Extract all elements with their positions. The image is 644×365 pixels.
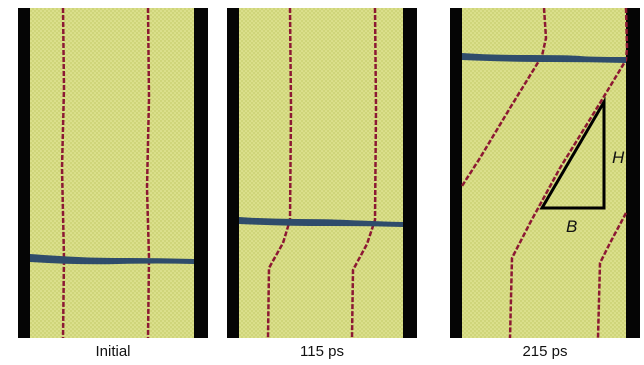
crystal-region — [30, 8, 194, 338]
simulation-snapshot-215ps: H B — [450, 8, 640, 338]
dislocation-line-left — [266, 8, 293, 338]
simulation-snapshot-115ps — [227, 8, 417, 338]
caption-initial: Initial — [95, 343, 131, 360]
dislocation-line-right — [350, 8, 378, 338]
boundary-band — [462, 53, 626, 63]
base-label: B — [566, 217, 577, 236]
panel-215ps: H B — [450, 8, 640, 338]
caption-115ps: 115 ps — [300, 343, 344, 360]
shear-triangle — [539, 96, 606, 210]
boundary-band — [239, 217, 403, 227]
height-label: H — [612, 148, 625, 167]
boundary-band — [30, 254, 194, 265]
dislocation-line-right-lower — [596, 212, 628, 338]
dislocation-line-right — [145, 8, 151, 338]
dislocation-line-left — [60, 8, 66, 338]
dislocation-line-left-upper — [460, 8, 548, 187]
simulation-snapshot-initial — [18, 8, 208, 338]
crystal-region — [239, 8, 403, 338]
panel-initial — [18, 8, 208, 338]
crystal-region — [462, 8, 626, 338]
caption-215ps: 215 ps — [522, 343, 568, 360]
dislocation-line-right — [508, 8, 629, 338]
panel-115ps — [227, 8, 417, 338]
